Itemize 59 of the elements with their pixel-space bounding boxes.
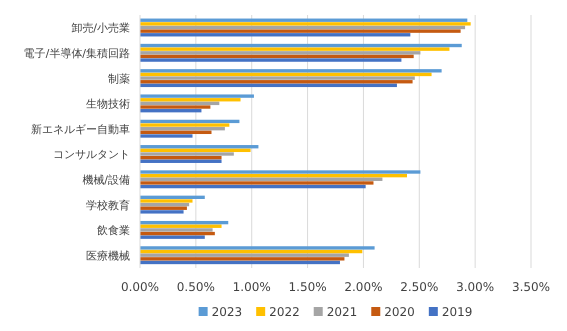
y-tick-label: 電子/半導体/集積回路	[24, 46, 130, 60]
bar	[140, 202, 190, 206]
bar	[140, 29, 461, 33]
y-tick-label: 新エネルギー自動車	[31, 122, 130, 136]
bar	[140, 156, 222, 160]
y-tick-label: 学校教育	[86, 198, 130, 212]
bar	[140, 228, 213, 232]
bar	[140, 246, 375, 250]
y-tick-label: 生物技術	[86, 98, 130, 111]
bar	[140, 22, 471, 26]
x-tick-label: 3.00%	[456, 280, 494, 294]
bar	[140, 58, 402, 62]
x-tick-label: 1.50%	[288, 280, 327, 294]
x-tick-label: 3.50%	[512, 280, 550, 294]
bar	[140, 145, 258, 148]
bar	[140, 98, 241, 102]
bar	[140, 51, 420, 54]
bar	[140, 94, 254, 98]
bar	[140, 148, 251, 152]
bar	[140, 76, 415, 80]
legend-label: 2021	[326, 305, 358, 319]
bar	[140, 254, 349, 257]
x-tick-label: 0.00%	[120, 280, 160, 294]
legend-label: 2022	[269, 305, 300, 319]
y-tick-label: 制薬	[108, 72, 130, 86]
bar	[140, 220, 228, 224]
bar	[140, 18, 468, 22]
bar	[140, 196, 205, 199]
bar	[140, 206, 187, 210]
bar	[140, 127, 225, 130]
bar	[140, 47, 450, 51]
bar	[140, 69, 442, 72]
y-tick-label: コンサルタント	[53, 148, 130, 162]
y-tick-label: 機械/設備	[82, 173, 130, 186]
bar	[140, 174, 407, 178]
y-tick-label: 医療機械	[86, 249, 130, 262]
legend-label: 2020	[384, 305, 415, 319]
bar	[140, 210, 184, 214]
bar	[140, 236, 205, 239]
bar	[140, 109, 202, 112]
bar	[140, 84, 397, 88]
x-tick-label: 2.00%	[344, 280, 382, 294]
y-tick-label: 飲食業	[97, 224, 130, 238]
x-tick-label: 0.50%	[176, 280, 215, 294]
legend-label: 2019	[442, 305, 472, 319]
bar	[140, 224, 222, 228]
bar	[140, 80, 413, 84]
bar	[140, 130, 212, 134]
bar	[140, 184, 366, 188]
y-tick-label: 卸売/小売業	[71, 22, 130, 35]
bar	[140, 120, 240, 124]
bar	[140, 160, 222, 163]
x-tick-label: 2.50%	[400, 280, 438, 294]
bar	[140, 33, 410, 36]
legend-label: 2023	[212, 305, 242, 319]
x-tick-label: 1.00%	[232, 280, 271, 294]
bar	[140, 178, 382, 181]
bar	[140, 102, 220, 106]
bar	[140, 257, 344, 261]
